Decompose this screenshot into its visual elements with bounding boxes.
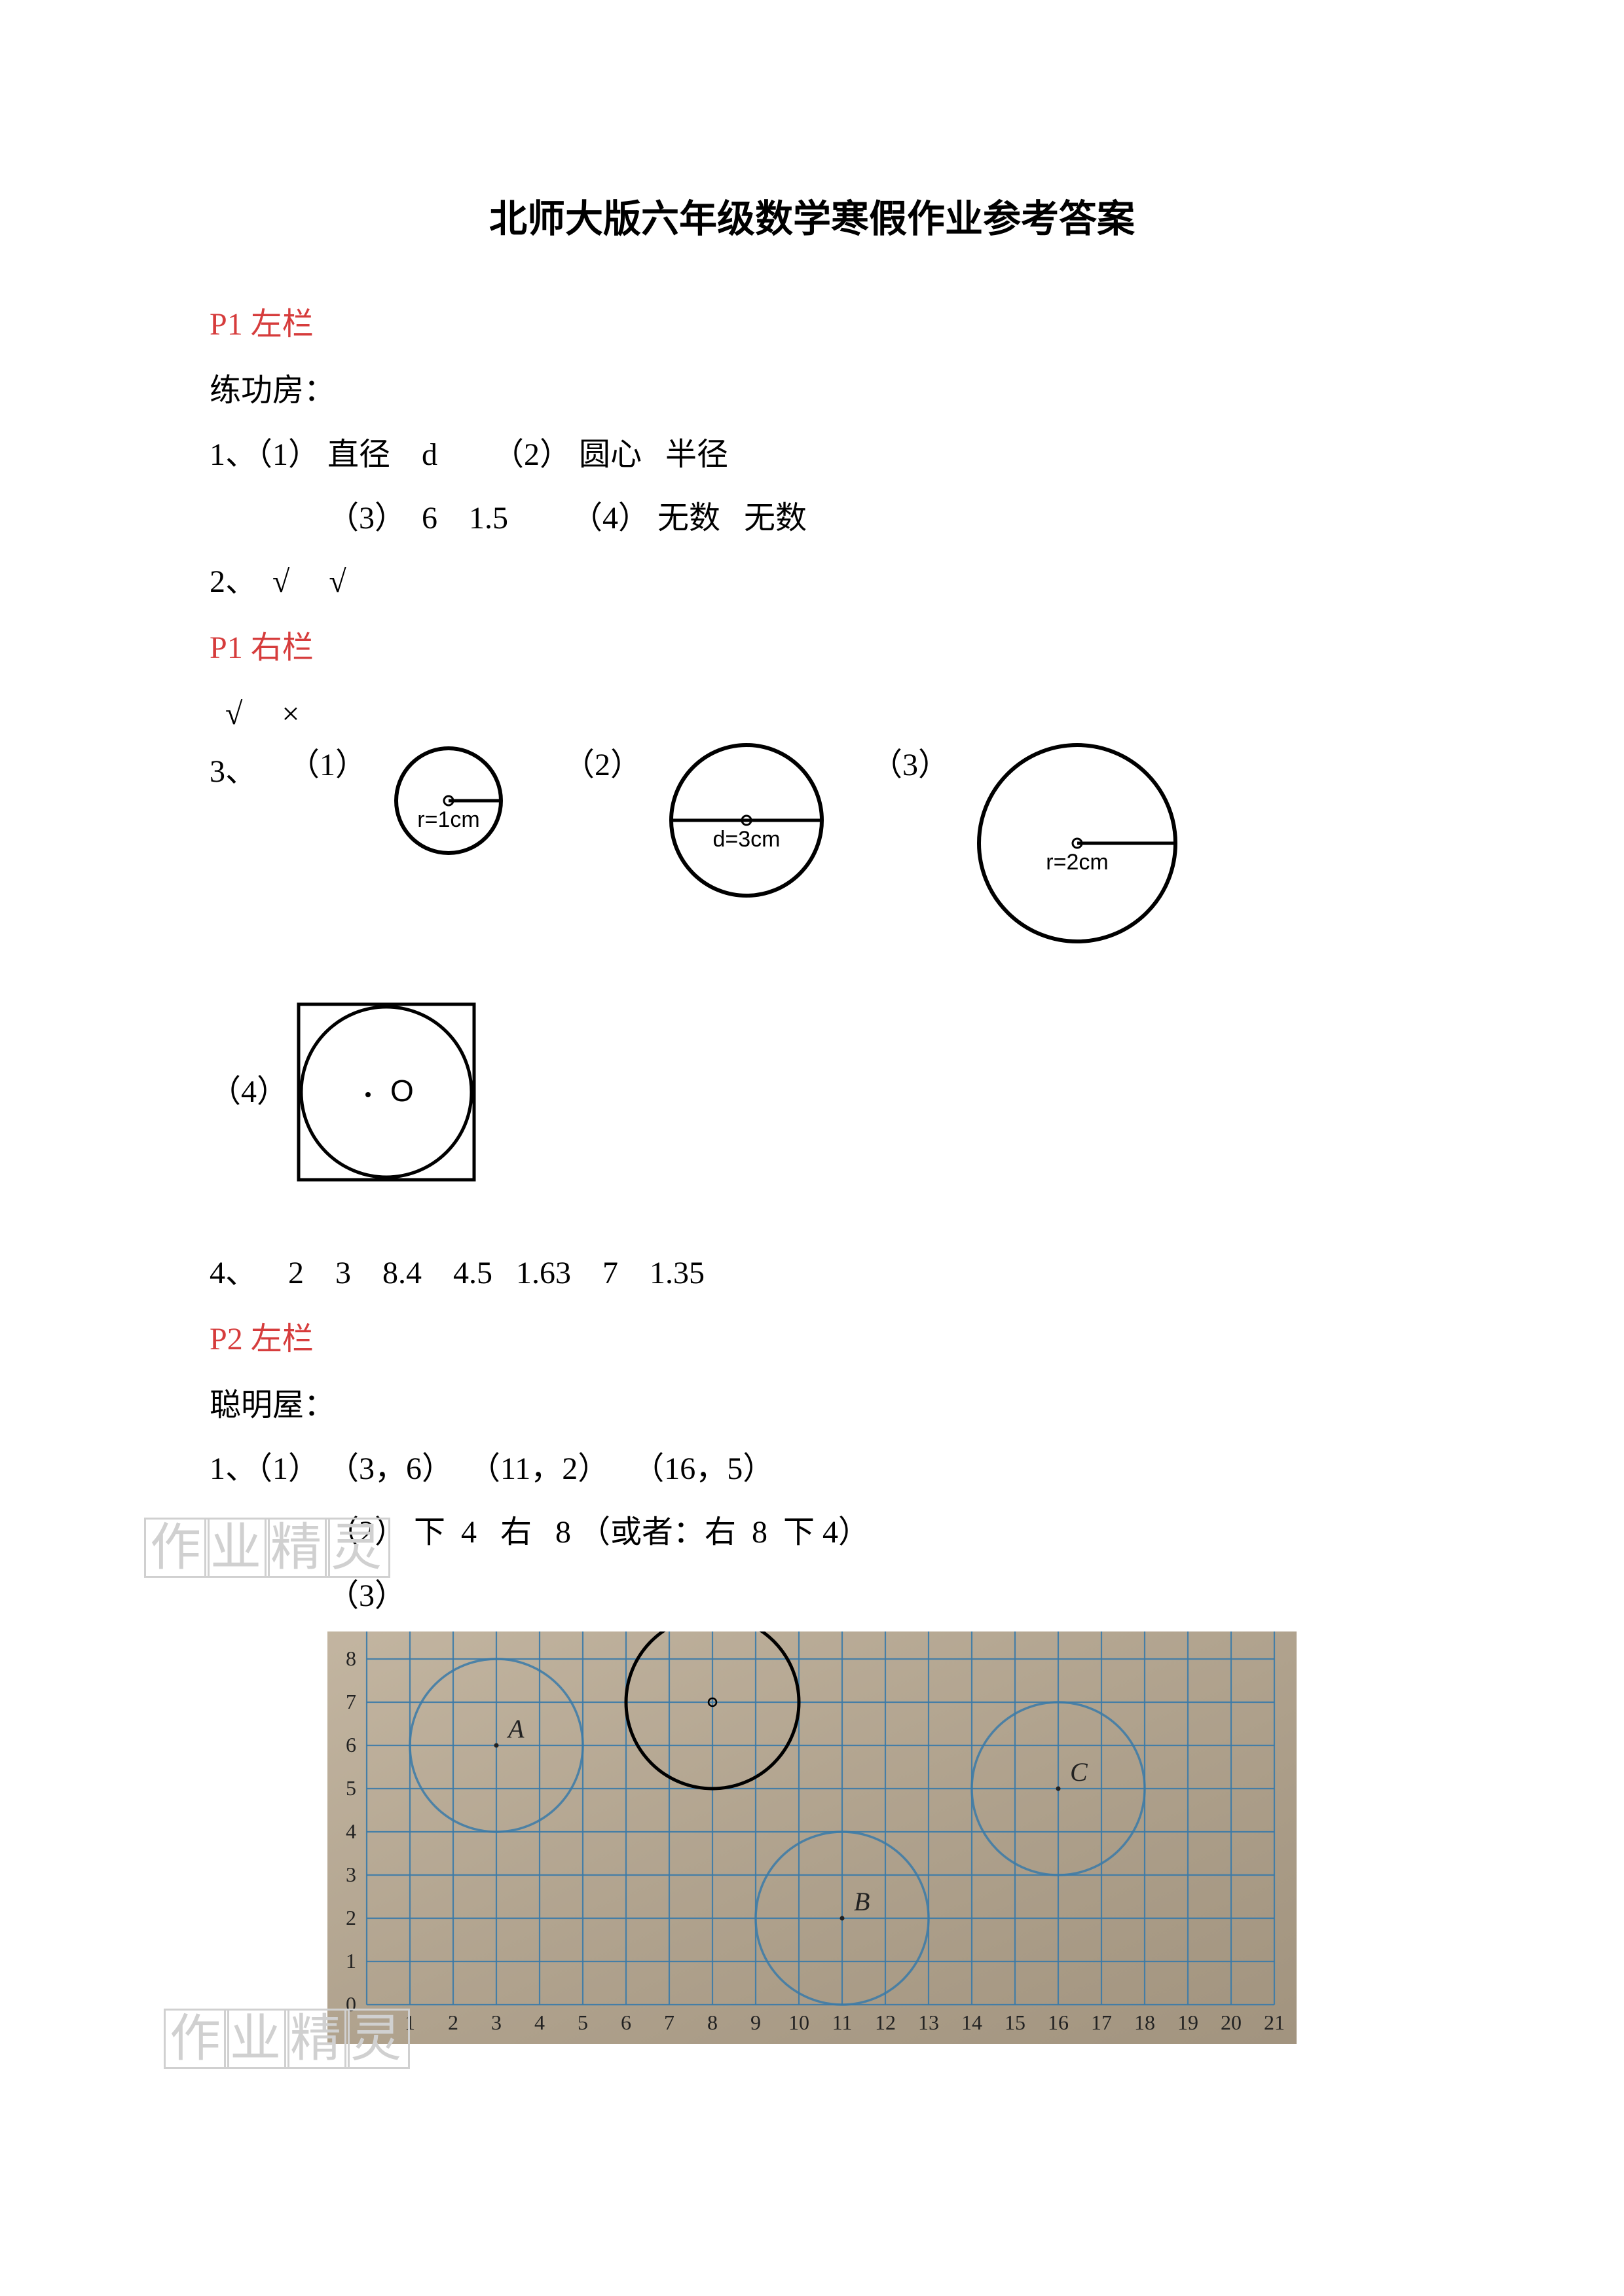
q3-circle-4-row: （4） O [210, 997, 1414, 1187]
label-congmingwu: 聪明屋： [210, 1376, 1414, 1435]
svg-text:A: A [506, 1714, 525, 1743]
svg-text:18: 18 [1134, 2011, 1155, 2034]
svg-text:5: 5 [578, 2011, 588, 2034]
q3-circle-3: （3） r=2cm [871, 729, 1198, 971]
svg-text:5: 5 [346, 1776, 356, 1800]
circle-radius-1cm: r=1cm [373, 729, 524, 886]
q3-circle-2: （2） d=3cm [563, 729, 845, 925]
circle-in-square: O [288, 997, 485, 1187]
label-liangongfang: 练功房： [210, 361, 1414, 420]
svg-text:7: 7 [664, 2011, 674, 2034]
svg-text:2: 2 [346, 1906, 356, 1929]
svg-text:13: 13 [918, 2011, 939, 2034]
p2q1-sub1: （1） （3，6） （11，2） （16，5） [257, 1451, 774, 1486]
svg-text:7: 7 [346, 1690, 356, 1713]
svg-text:1: 1 [405, 2011, 415, 2034]
svg-text:21: 21 [1264, 2011, 1285, 2034]
svg-text:19: 19 [1177, 2011, 1198, 2034]
svg-text:9: 9 [750, 2011, 761, 2034]
svg-text:B: B [854, 1887, 870, 1916]
q2-line: 2、 √ √ [210, 552, 1414, 611]
svg-text:3: 3 [491, 2011, 502, 2034]
svg-text:20: 20 [1221, 2011, 1242, 2034]
p2q1-sub3: （3） [210, 1566, 406, 1626]
q3-label-1: （1） [288, 729, 373, 795]
svg-text:17: 17 [1091, 2011, 1112, 2034]
q3-label-3: （3） [871, 729, 956, 795]
q3-circles-row: 3、 （1） r=1cm （2） d=3cm （3） r=2cm [210, 729, 1414, 971]
grid-chart-block: 0123456789123456789101112131415161718192… [327, 1631, 1414, 2044]
q4-line: 4、 2 3 8.4 4.5 1.63 7 1.35 [210, 1243, 1414, 1303]
document-page: 北师大版六年级数学寒假作业参考答案 P1 左栏 练功房： 1、（1） 直径 d … [0, 0, 1624, 2296]
svg-text:6: 6 [346, 1733, 356, 1757]
q3-label-2: （2） [563, 729, 648, 795]
svg-text:r=1cm: r=1cm [417, 807, 479, 832]
q3-prefix: 3、 [210, 729, 288, 801]
svg-text:1: 1 [346, 1949, 356, 1973]
page-title: 北师大版六年级数学寒假作业参考答案 [210, 183, 1414, 255]
q1-line1: 1、（1） 直径 d （2） 圆心 半径 [210, 425, 1414, 484]
svg-text:4: 4 [534, 2011, 545, 2034]
svg-text:O: O [390, 1074, 414, 1108]
p2q1-line2: （2） 下 4 右 8 （或者：右 8 下 4） [210, 1503, 1414, 1562]
coordinate-grid-chart: 0123456789123456789101112131415161718192… [327, 1631, 1297, 2044]
svg-text:14: 14 [961, 2011, 982, 2034]
svg-text:C: C [1070, 1757, 1088, 1787]
q1-sub1: （1） 直径 d （2） 圆心 半径 [257, 437, 728, 472]
circle-radius-2cm: r=2cm [956, 729, 1198, 971]
svg-text:8: 8 [707, 2011, 718, 2034]
svg-text:16: 16 [1048, 2011, 1069, 2034]
section-p1-right: P1 右栏 [210, 618, 1414, 678]
q1-line2: （3） 6 1.5 （4） 无数 无数 [210, 488, 1414, 548]
svg-text:6: 6 [621, 2011, 631, 2034]
svg-text:3: 3 [346, 1863, 356, 1886]
q3-label-4: （4） [210, 1062, 288, 1121]
p2q1-line3: （3） [210, 1566, 1414, 1626]
circle-diameter-3cm: d=3cm [648, 729, 845, 925]
content-area: 北师大版六年级数学寒假作业参考答案 P1 左栏 练功房： 1、（1） 直径 d … [0, 0, 1624, 2044]
svg-text:4: 4 [346, 1819, 356, 1843]
svg-text:2: 2 [448, 2011, 458, 2034]
svg-text:15: 15 [1005, 2011, 1025, 2034]
p2q1-prefix: 1、 [210, 1451, 257, 1486]
section-p2-left: P2 左栏 [210, 1309, 1414, 1369]
svg-text:10: 10 [788, 2011, 809, 2034]
svg-text:r=2cm: r=2cm [1046, 850, 1108, 875]
svg-text:12: 12 [875, 2011, 896, 2034]
q1-prefix: 1、 [210, 437, 257, 472]
svg-text:d=3cm: d=3cm [713, 827, 781, 852]
q3-circle-1: （1） r=1cm [288, 729, 524, 886]
p2q1-line1: 1、（1） （3，6） （11，2） （16，5） [210, 1439, 1414, 1499]
svg-text:8: 8 [346, 1647, 356, 1670]
svg-text:11: 11 [832, 2011, 853, 2034]
svg-text:0: 0 [346, 1992, 356, 2016]
section-p1-left: P1 左栏 [210, 295, 1414, 354]
